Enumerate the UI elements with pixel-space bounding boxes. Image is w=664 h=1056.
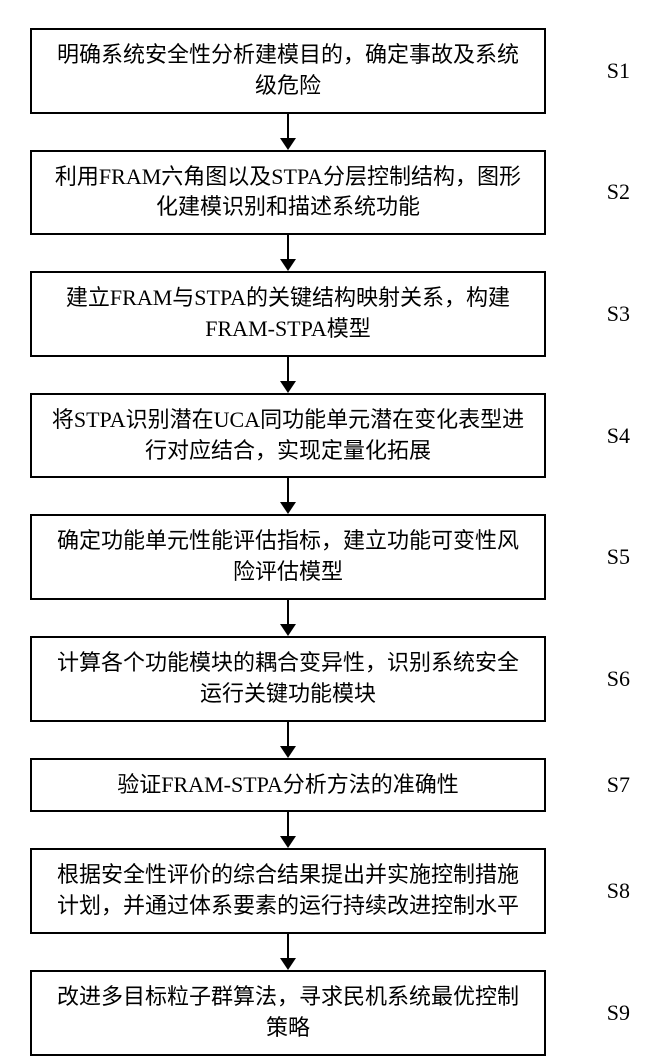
arrow-icon <box>30 600 546 636</box>
step-box-s6: 计算各个功能模块的耦合变异性，识别系统安全运行关键功能模块 <box>30 636 546 722</box>
step-text: 确定功能单元性能评估指标，建立功能可变性风险评估模型 <box>50 526 526 588</box>
step-row: 计算各个功能模块的耦合变异性，识别系统安全运行关键功能模块 S6 <box>30 636 634 722</box>
arrow-icon <box>30 478 546 514</box>
step-box-s2: 利用FRAM六角图以及STPA分层控制结构，图形化建模识别和描述系统功能 <box>30 150 546 236</box>
step-label-s6: S6 <box>564 666 634 692</box>
step-label-s7: S7 <box>564 772 634 798</box>
arrow-row <box>30 357 634 393</box>
step-row: 明确系统安全性分析建模目的，确定事故及系统级危险 S1 <box>30 28 634 114</box>
step-text: 利用FRAM六角图以及STPA分层控制结构，图形化建模识别和描述系统功能 <box>50 162 526 224</box>
step-box-s3: 建立FRAM与STPA的关键结构映射关系，构建FRAM-STPA模型 <box>30 271 546 357</box>
step-box-s5: 确定功能单元性能评估指标，建立功能可变性风险评估模型 <box>30 514 546 600</box>
arrow-row <box>30 478 634 514</box>
arrow-row <box>30 722 634 758</box>
step-row: 利用FRAM六角图以及STPA分层控制结构，图形化建模识别和描述系统功能 S2 <box>30 150 634 236</box>
step-label-s1: S1 <box>564 58 634 84</box>
arrow-icon <box>30 934 546 970</box>
step-box-s7: 验证FRAM-STPA分析方法的准确性 <box>30 758 546 813</box>
arrow-row <box>30 934 634 970</box>
step-row: 改进多目标粒子群算法，寻求民机系统最优控制策略 S9 <box>30 970 634 1056</box>
step-box-s1: 明确系统安全性分析建模目的，确定事故及系统级危险 <box>30 28 546 114</box>
step-box-s4: 将STPA识别潜在UCA同功能单元潜在变化表型进行对应结合，实现定量化拓展 <box>30 393 546 479</box>
step-text: 计算各个功能模块的耦合变异性，识别系统安全运行关键功能模块 <box>50 648 526 710</box>
arrow-row <box>30 812 634 848</box>
step-row: 确定功能单元性能评估指标，建立功能可变性风险评估模型 S5 <box>30 514 634 600</box>
step-row: 验证FRAM-STPA分析方法的准确性 S7 <box>30 758 634 813</box>
step-text: 明确系统安全性分析建模目的，确定事故及系统级危险 <box>50 40 526 102</box>
arrow-icon <box>30 357 546 393</box>
arrow-icon <box>30 235 546 271</box>
step-row: 建立FRAM与STPA的关键结构映射关系，构建FRAM-STPA模型 S3 <box>30 271 634 357</box>
step-text: 建立FRAM与STPA的关键结构映射关系，构建FRAM-STPA模型 <box>50 283 526 345</box>
arrow-icon <box>30 812 546 848</box>
arrow-row <box>30 114 634 150</box>
step-label-s5: S5 <box>564 544 634 570</box>
step-text: 改进多目标粒子群算法，寻求民机系统最优控制策略 <box>50 982 526 1044</box>
step-box-s9: 改进多目标粒子群算法，寻求民机系统最优控制策略 <box>30 970 546 1056</box>
step-row: 根据安全性评价的综合结果提出并实施控制措施计划，并通过体系要素的运行持续改进控制… <box>30 848 634 934</box>
step-label-s4: S4 <box>564 423 634 449</box>
step-label-s2: S2 <box>564 179 634 205</box>
flowchart-container: 明确系统安全性分析建模目的，确定事故及系统级危险 S1 利用FRAM六角图以及S… <box>30 28 634 1056</box>
arrow-icon <box>30 722 546 758</box>
arrow-row <box>30 235 634 271</box>
step-label-s8: S8 <box>564 878 634 904</box>
arrow-icon <box>30 114 546 150</box>
step-row: 将STPA识别潜在UCA同功能单元潜在变化表型进行对应结合，实现定量化拓展 S4 <box>30 393 634 479</box>
step-box-s8: 根据安全性评价的综合结果提出并实施控制措施计划，并通过体系要素的运行持续改进控制… <box>30 848 546 934</box>
step-text: 根据安全性评价的综合结果提出并实施控制措施计划，并通过体系要素的运行持续改进控制… <box>50 860 526 922</box>
step-label-s9: S9 <box>564 1000 634 1026</box>
step-text: 将STPA识别潜在UCA同功能单元潜在变化表型进行对应结合，实现定量化拓展 <box>50 405 526 467</box>
step-text: 验证FRAM-STPA分析方法的准确性 <box>117 770 458 801</box>
step-label-s3: S3 <box>564 301 634 327</box>
arrow-row <box>30 600 634 636</box>
